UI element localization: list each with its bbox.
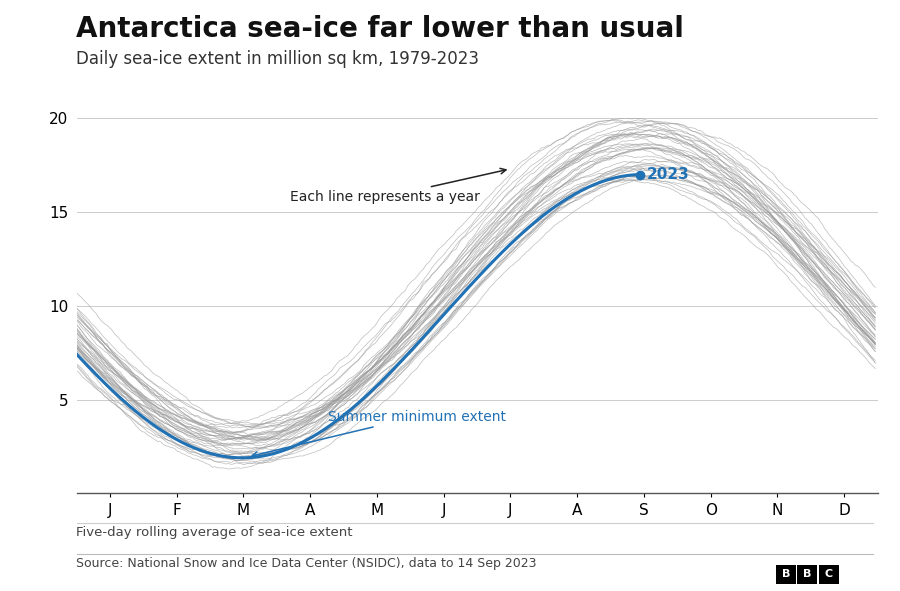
- Text: 2023: 2023: [647, 167, 690, 182]
- Text: Summer minimum extent: Summer minimum extent: [252, 410, 506, 457]
- Text: Source: National Snow and Ice Data Center (NSIDC), data to 14 Sep 2023: Source: National Snow and Ice Data Cente…: [76, 557, 537, 570]
- Text: B: B: [781, 570, 790, 579]
- Text: B: B: [803, 570, 812, 579]
- Text: Five-day rolling average of sea-ice extent: Five-day rolling average of sea-ice exte…: [76, 526, 353, 539]
- Text: Each line represents a year: Each line represents a year: [290, 168, 506, 204]
- Text: C: C: [824, 570, 833, 579]
- Text: Antarctica sea-ice far lower than usual: Antarctica sea-ice far lower than usual: [76, 15, 684, 43]
- Text: Daily sea-ice extent in million sq km, 1979-2023: Daily sea-ice extent in million sq km, 1…: [76, 50, 480, 68]
